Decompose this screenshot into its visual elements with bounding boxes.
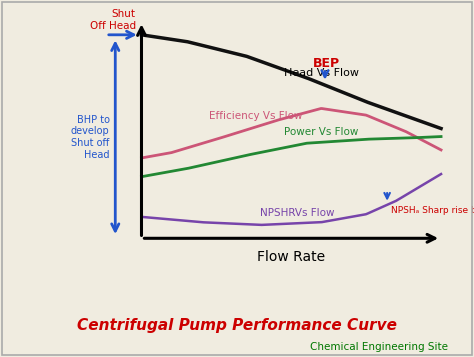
Text: BEP: BEP [313, 56, 340, 70]
Text: BHP to
develop
Shut off
Head: BHP to develop Shut off Head [71, 115, 109, 160]
Text: NPSHₐ Sharp rise beyond BEP: NPSHₐ Sharp rise beyond BEP [391, 206, 474, 215]
Text: Power Vs Flow: Power Vs Flow [284, 127, 358, 137]
Text: Efficiency Vs Flow: Efficiency Vs Flow [209, 111, 302, 121]
Text: Head Vs Flow: Head Vs Flow [284, 68, 359, 78]
Text: Chemical Engineering Site: Chemical Engineering Site [310, 342, 448, 352]
Text: NPSHRVs Flow: NPSHRVs Flow [260, 208, 335, 218]
Text: Flow Rate: Flow Rate [257, 250, 325, 264]
Text: Centrifugal Pump Performance Curve: Centrifugal Pump Performance Curve [77, 318, 397, 333]
Text: Shut
Off Head: Shut Off Head [90, 9, 136, 31]
